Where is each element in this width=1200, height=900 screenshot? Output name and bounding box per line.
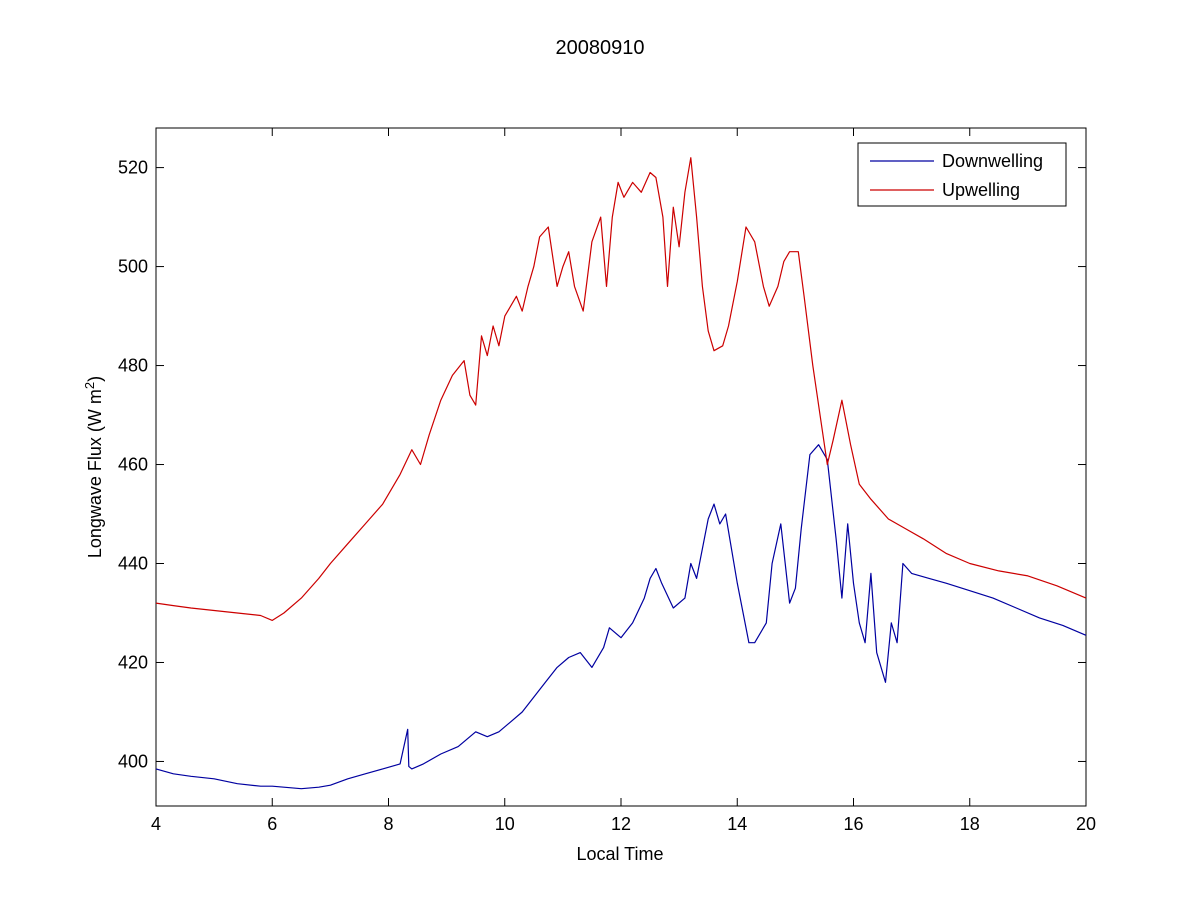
series-lines <box>155 157 1087 790</box>
y-tick-label: 480 <box>118 356 148 376</box>
y-axis-label: Longwave Flux (W m2) <box>82 376 105 558</box>
y-tick-label: 420 <box>118 652 148 672</box>
x-tick-label: 4 <box>151 814 161 834</box>
y-tick-label: 460 <box>118 455 148 475</box>
plot-frame <box>155 127 1087 807</box>
y-axis-label-superscript: 2 <box>82 382 97 389</box>
y-tick-label: 520 <box>118 158 148 178</box>
legend: Downwelling Upwelling <box>857 142 1067 207</box>
x-tick-label: 10 <box>495 814 515 834</box>
x-tick-label: 20 <box>1076 814 1096 834</box>
x-tick-label: 12 <box>611 814 631 834</box>
y-tick-label: 400 <box>118 751 148 771</box>
y-tick-label: 500 <box>118 257 148 277</box>
x-axis-label: Local Time <box>576 844 663 864</box>
x-tick-label: 6 <box>267 814 277 834</box>
x-axis-ticks: 4 6 8 10 12 14 16 18 20 <box>151 128 1096 834</box>
legend-label-downwelling: Downwelling <box>942 151 1043 171</box>
y-axis-label-main: Longwave Flux (W m <box>85 389 105 558</box>
series-line-downwelling <box>155 444 1087 790</box>
y-axis-ticks: 400 420 440 460 480 500 520 <box>118 158 1086 771</box>
x-tick-label: 18 <box>960 814 980 834</box>
y-axis-label-end: ) <box>85 376 105 382</box>
x-tick-label: 14 <box>727 814 747 834</box>
series-line-upwelling <box>155 157 1087 622</box>
x-tick-label: 16 <box>843 814 863 834</box>
y-tick-label: 440 <box>118 554 148 574</box>
legend-label-upwelling: Upwelling <box>942 180 1020 200</box>
legend-box <box>857 142 1067 207</box>
x-tick-label: 8 <box>383 814 393 834</box>
chart-title: 20080910 <box>556 37 645 59</box>
